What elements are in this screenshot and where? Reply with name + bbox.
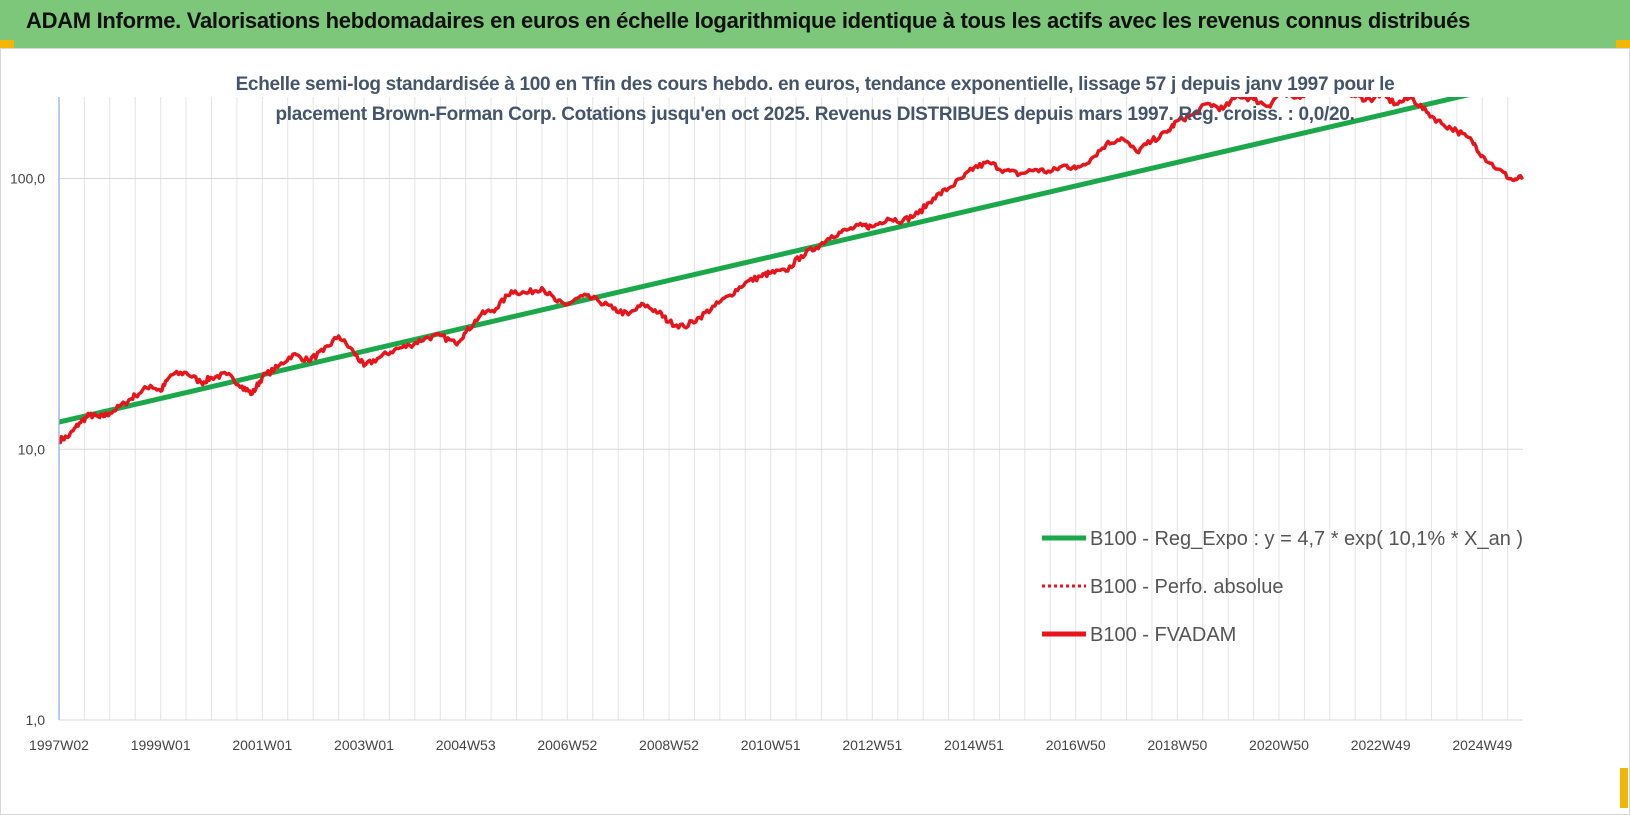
x-tick-label: 2001W01 bbox=[232, 737, 292, 753]
legend: B100 - Reg_Expo : y = 4,7 * exp( 10,1% *… bbox=[1042, 528, 1523, 646]
series-line-2 bbox=[59, 97, 1524, 445]
page-title: ADAM Informe. Valorisations hebdomadaire… bbox=[26, 8, 1471, 33]
grid bbox=[58, 97, 1523, 721]
series-line-0 bbox=[59, 97, 1470, 425]
chart-title: Echelle semi-log standardisée à 100 en T… bbox=[180, 70, 1450, 130]
legend-label-1: B100 - Perfo. absolue bbox=[1090, 576, 1283, 598]
axes: 1,0 10,0 100,0 1997W02 1999W01 2001W01 2003W01… bbox=[10, 97, 1513, 753]
x-tick-label: 2024W49 bbox=[1452, 737, 1512, 753]
corner-marker-top-right bbox=[1616, 40, 1630, 49]
y-tick-label: 1,0 bbox=[26, 712, 46, 728]
corner-marker-top-left bbox=[0, 40, 14, 49]
chart-title-line-2: placement Brown-Forman Corp. Cotations j… bbox=[275, 104, 1355, 125]
y-tick-label: 100,0 bbox=[10, 171, 45, 187]
x-tick-label: 2008W52 bbox=[639, 737, 699, 753]
x-tick-label: 1997W02 bbox=[29, 737, 89, 753]
x-tick-label: 1999W01 bbox=[131, 737, 191, 753]
series-layer bbox=[59, 97, 1524, 445]
legend-label-0: B100 - Reg_Expo : y = 4,7 * exp( 10,1% *… bbox=[1090, 528, 1523, 550]
x-tick-label: 2018W50 bbox=[1147, 737, 1207, 753]
header-banner: ADAM Informe. Valorisations hebdomadaire… bbox=[0, 0, 1630, 49]
x-tick-label: 2022W49 bbox=[1351, 737, 1411, 753]
x-tick-label: 2003W01 bbox=[334, 737, 394, 753]
x-tick-label: 2014W51 bbox=[944, 737, 1004, 753]
chart-title-line-1: Echelle semi-log standardisée à 100 en T… bbox=[235, 74, 1395, 95]
legend-label-2: B100 - FVADAM bbox=[1090, 624, 1236, 646]
y-tick-label: 10,0 bbox=[18, 441, 45, 457]
x-tick-label: 2004W53 bbox=[436, 737, 496, 753]
x-tick-label: 2016W50 bbox=[1046, 737, 1106, 753]
x-tick-label: 2010W51 bbox=[741, 737, 801, 753]
chart-area bbox=[0, 48, 1630, 815]
corner-marker-bottom-right bbox=[1620, 768, 1628, 808]
x-tick-label: 2020W50 bbox=[1249, 737, 1309, 753]
x-tick-label: 2006W52 bbox=[537, 737, 597, 753]
x-tick-label: 2012W51 bbox=[842, 737, 902, 753]
